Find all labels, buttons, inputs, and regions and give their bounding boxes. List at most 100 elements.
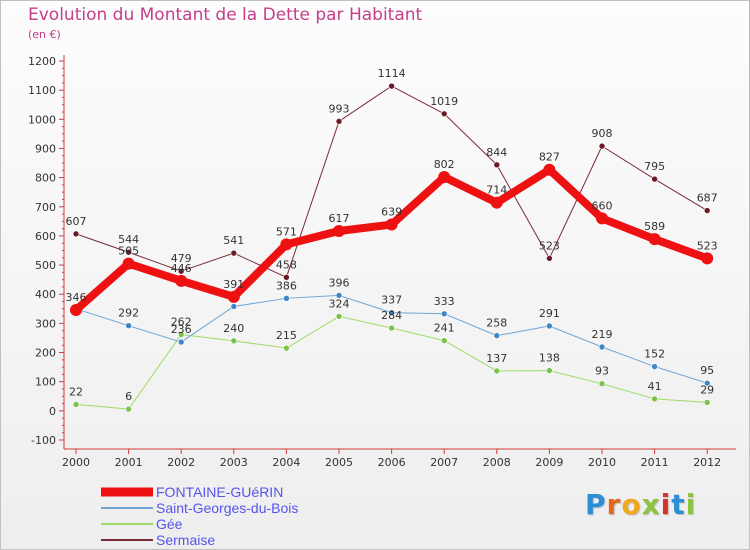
y-tick-label: 100 [35,376,56,389]
data-label: 523 [697,239,718,252]
data-label: 258 [486,317,507,330]
data-point [651,175,658,183]
proxiti-logo: Proxiti [585,488,696,521]
data-point [598,380,606,388]
y-tick-label: 1100 [28,84,56,97]
data-label: 241 [434,322,455,335]
data-label: 93 [595,365,609,378]
data-label: 1114 [378,67,406,80]
data-label: 505 [118,245,139,258]
legend-label: Gée [156,516,183,532]
data-label: 795 [644,160,665,173]
data-label: 523 [539,239,560,252]
data-label: 571 [276,225,297,238]
legend-item-gee: Gée [101,516,298,532]
logo-letter: i [660,488,672,521]
data-point [122,257,135,270]
data-point [651,395,658,403]
data-point [283,344,290,352]
data-label: 1019 [430,95,458,108]
data-point [546,322,553,330]
legend-swatch [101,533,153,547]
legend-item-sermaise: Sermaise [101,532,298,548]
y-tick-label: 200 [35,347,56,360]
data-label: 660 [592,199,613,212]
data-point [230,303,238,310]
data-point [177,338,185,346]
data-point [701,252,714,265]
x-tick-label: 2009 [535,456,563,469]
x-tick-label: 2010 [588,456,616,469]
x-tick-label: 2012 [693,456,721,469]
data-point [493,367,501,375]
legend-swatch [101,501,153,515]
y-tick-label: 400 [35,288,56,301]
logo-letter: i [685,488,697,521]
data-label: 908 [592,127,613,140]
data-label: 284 [381,309,402,322]
data-point [125,248,132,256]
series-line [75,85,708,278]
y-tick-label: 800 [35,172,56,185]
x-tick-label: 2000 [62,456,90,469]
data-label: 291 [539,307,560,320]
data-point [493,332,501,339]
y-tick-label: -100 [31,434,56,447]
logo-letter: t [671,488,686,521]
data-label: 324 [329,297,350,310]
data-point [388,324,395,332]
data-point [546,367,553,374]
logo-letter: r [606,488,622,521]
y-tick-label: 1000 [28,113,56,126]
legend-item-saint-georges-du-bois: Saint-Georges-du-Bois [101,500,298,516]
unit-label: (en €) [28,28,61,41]
x-tick-label: 2002 [167,456,195,469]
data-point [70,303,82,316]
data-point [490,196,503,209]
legend-item-fontaine-guerin: FONTAINE-GUéRIN [101,484,298,500]
data-point [651,363,658,370]
data-label: 993 [329,102,350,115]
data-label: 337 [381,294,402,307]
data-label: 544 [118,233,139,246]
legend-swatch [101,485,153,499]
legend-label: Sermaise [156,532,216,548]
x-tick-label: 2003 [220,456,248,469]
data-point [648,233,661,246]
data-point [72,401,80,408]
data-label: 138 [539,352,560,365]
data-point [72,230,80,238]
data-label: 22 [69,385,83,398]
data-point [177,331,185,338]
data-point [703,207,711,214]
data-label: 292 [118,307,139,320]
logo-letter: x [641,488,661,521]
data-label: 639 [381,206,402,219]
legend: FONTAINE-GUéRIN Saint-Georges-du-Bois Gé… [101,484,298,548]
data-point [703,399,711,406]
x-tick-label: 2008 [483,456,511,469]
data-point [596,212,608,225]
y-tick-label: 600 [35,230,56,243]
logo-letter: P [585,488,607,521]
data-label: 333 [434,295,455,308]
data-label: 827 [539,151,560,164]
data-point [175,274,188,287]
y-tick-label: 300 [35,317,56,330]
y-tick-label: 900 [35,142,56,155]
chart-title: Evolution du Montant de la Dette par Hab… [28,5,423,25]
x-tick-label: 2007 [430,456,458,469]
data-point [125,322,132,330]
data-label: 589 [644,220,665,233]
data-label: 95 [700,364,714,377]
data-point [388,82,395,90]
data-label: 607 [66,215,87,228]
data-label: 29 [700,383,714,396]
y-tick-label: 1200 [28,55,56,68]
data-point [333,224,345,237]
data-point [543,163,556,176]
data-point [125,405,132,413]
data-point [335,292,343,299]
